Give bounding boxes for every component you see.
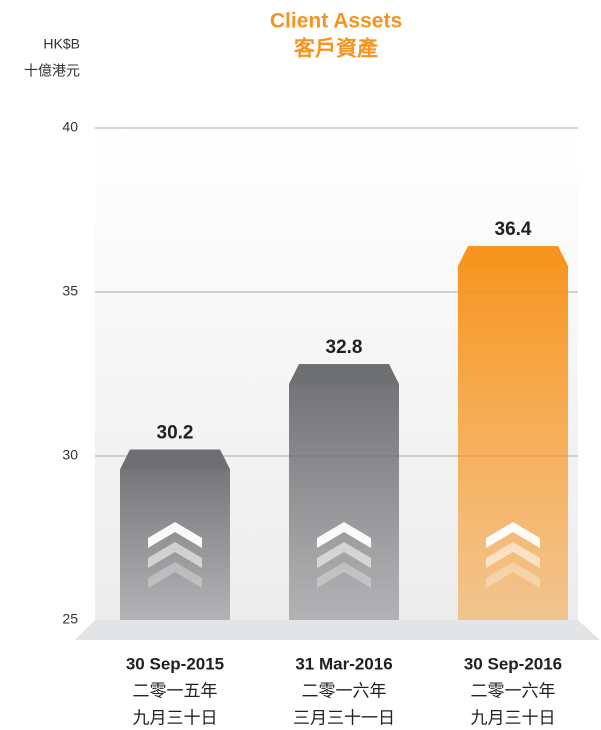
x-tick-label: 九月三十日: [471, 708, 556, 727]
bar-bevel: [289, 364, 399, 385]
bar: [458, 246, 568, 620]
bar-bevel: [120, 449, 230, 470]
x-tick-label: 二零一六年: [471, 681, 556, 700]
chart-title: Client Assets: [270, 10, 402, 33]
bar-bevel: [458, 246, 568, 267]
y-tick-label: 35: [62, 283, 78, 299]
y-axis-label: HK$B: [43, 36, 80, 52]
value-label: 36.4: [495, 219, 532, 240]
x-tick-label: 31 Mar-2016: [295, 654, 392, 673]
chevron: [486, 562, 540, 588]
chevron: [317, 522, 371, 548]
chevron: [148, 542, 202, 568]
chevron: [148, 562, 202, 588]
x-tick-label: 九月三十日: [133, 708, 218, 727]
value-label: 32.8: [326, 337, 363, 358]
y-axis-label: 十億港元: [24, 63, 80, 79]
bar: [289, 364, 399, 620]
chevron: [486, 522, 540, 548]
y-tick-label: 30: [62, 447, 78, 463]
x-tick-label: 30 Sep-2015: [126, 654, 224, 673]
x-tick-label: 二零一五年: [133, 681, 218, 700]
bar: [120, 449, 230, 620]
chevron: [486, 542, 540, 568]
floor: [75, 620, 600, 640]
chevron: [148, 522, 202, 548]
x-tick-label: 二零一六年: [302, 681, 387, 700]
chevron: [317, 542, 371, 568]
y-tick-label: 40: [62, 119, 78, 135]
chevron: [317, 562, 371, 588]
x-tick-label: 30 Sep-2016: [464, 654, 562, 673]
y-tick-label: 25: [62, 611, 78, 627]
x-tick-label: 三月三十一日: [293, 708, 395, 727]
value-label: 30.2: [157, 422, 194, 443]
chart-subtitle: 客戶資產: [294, 37, 378, 61]
